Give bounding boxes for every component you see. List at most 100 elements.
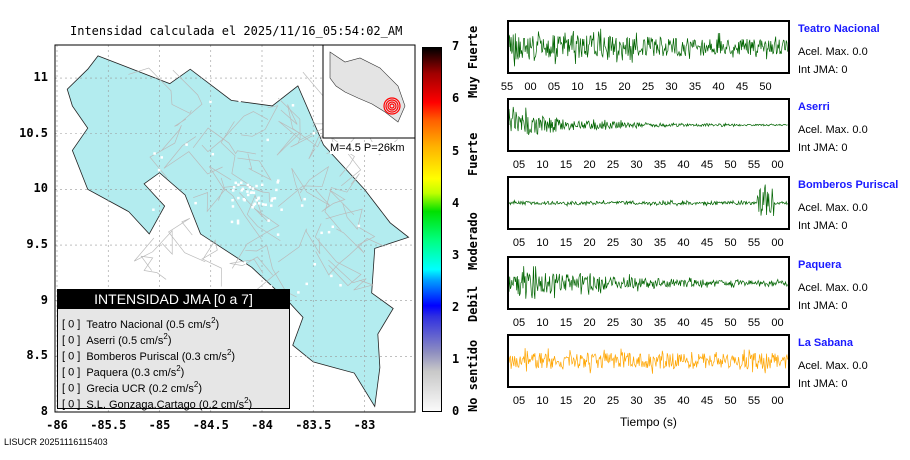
time-tick: 05 [512,395,526,407]
road [315,238,385,276]
legend-unit-exp: 2 [193,380,199,389]
road [328,259,374,291]
legend-station: Aserri (0.5 cm/s [86,334,164,347]
station-marker [297,291,300,294]
road [133,229,173,262]
colorbar-tick: 7 [452,39,460,54]
legend-row: [ 0 ] Grecia UCR (0.2 cm/s2) [62,380,203,395]
road [201,111,269,153]
time-tick: 00 [524,81,537,93]
time-tick: 15 [559,317,573,329]
station-marker [243,198,246,202]
waveform [509,106,788,135]
legend-intensity: [ 0 ] [62,318,81,331]
time-tick: 35 [653,237,667,249]
station-marker [231,205,235,208]
legend-row: [ 0 ] S.L. Gonzaga.Cartago (0.2 cm/s2) [62,396,253,411]
station-marker [267,219,270,222]
station-marker [152,208,155,211]
time-tick: 25 [606,159,620,171]
max-acceleration: Acel. Max. 0.0 [798,202,868,214]
station-marker [330,274,333,278]
road [231,209,280,269]
station-marker [231,198,234,202]
station-marker [248,185,252,189]
legend-row: [ 0 ] Teatro Nacional (0.5 cm/s2) [62,316,220,331]
time-tick: 20 [583,317,596,329]
lat-tick: 10 [33,181,48,196]
station-marker [238,99,241,102]
time-tick: 50 [724,395,737,407]
time-tick: 00 [771,159,784,171]
time-tick: 25 [606,237,620,249]
epicenter-icon [389,103,395,109]
station-marker [157,168,161,172]
station-marker [246,193,250,197]
intensity-colorbar [422,47,442,412]
waveform [509,184,788,217]
colorbar-tick: 3 [452,247,460,262]
legend-unit-exp: 2 [226,348,232,357]
max-acceleration: Acel. Max. 0.0 [798,124,868,136]
station-marker [271,197,274,200]
map-frame [54,44,416,413]
jma-intensity: Int JMA: 0 [798,300,848,312]
station-marker [276,233,280,236]
legend-unit-exp: 2 [176,364,181,373]
time-tick: 40 [677,395,690,407]
legend-station: Bomberos Puriscal (0.3 cm/s [86,350,227,363]
time-tick: 05 [512,317,526,329]
lat-tick: 8.5 [26,348,48,363]
lon-tick: -86 [46,418,68,432]
legend-intensity: [ 0 ] [62,334,81,347]
seismogram-panel [507,176,790,230]
time-tick: 35 [653,395,667,407]
station-name: Paquera [798,259,842,271]
legend-intensity: [ 0 ] [62,350,81,363]
road [321,189,355,216]
epicenter-icon [383,97,401,115]
colorbar-tick: 5 [452,143,460,158]
station-name: Aserri [798,101,830,113]
legend-intensity: [ 0 ] [62,398,81,411]
station-marker [241,187,245,191]
colorbar-tick: 0 [452,404,460,418]
time-tick: 20 [583,395,596,407]
road [163,136,223,175]
station-marker [339,284,342,287]
station-marker [252,203,256,207]
intensity-legend: INTENSIDAD JMA [0 a 7] [ 0 ] Teatro Nacio… [57,289,290,411]
time-tick: 10 [536,395,549,407]
road [278,228,321,263]
legend-station: Grecia UCR (0.2 cm/s [86,382,194,395]
station-marker [250,191,254,194]
station-marker [327,230,331,234]
station-marker [276,181,279,184]
time-tick: 20 [583,159,596,171]
time-tick: 35 [653,317,667,329]
time-tick: 45 [700,159,714,171]
road [140,255,167,280]
colorbar-tick: 6 [452,91,460,106]
time-tick: 30 [665,81,678,93]
road [277,97,313,148]
lon-tick: -83.5 [295,418,332,432]
road [325,203,363,230]
station-marker [236,221,240,225]
road [168,218,206,263]
time-tick: 20 [618,81,631,93]
station-marker [240,181,243,184]
lon-tick: -85.5 [90,418,127,432]
time-tick: 55 [747,237,761,249]
time-tick: 35 [653,159,667,171]
time-tick: 15 [559,395,573,407]
time-tick: 30 [630,159,643,171]
max-acceleration: Acel. Max. 0.0 [798,282,868,294]
station-marker [240,189,243,192]
station-marker [231,189,235,192]
road [201,239,222,287]
legend-unit-exp: 2 [244,396,249,405]
station-marker [260,183,264,187]
road [149,125,182,179]
station-marker [303,197,306,201]
